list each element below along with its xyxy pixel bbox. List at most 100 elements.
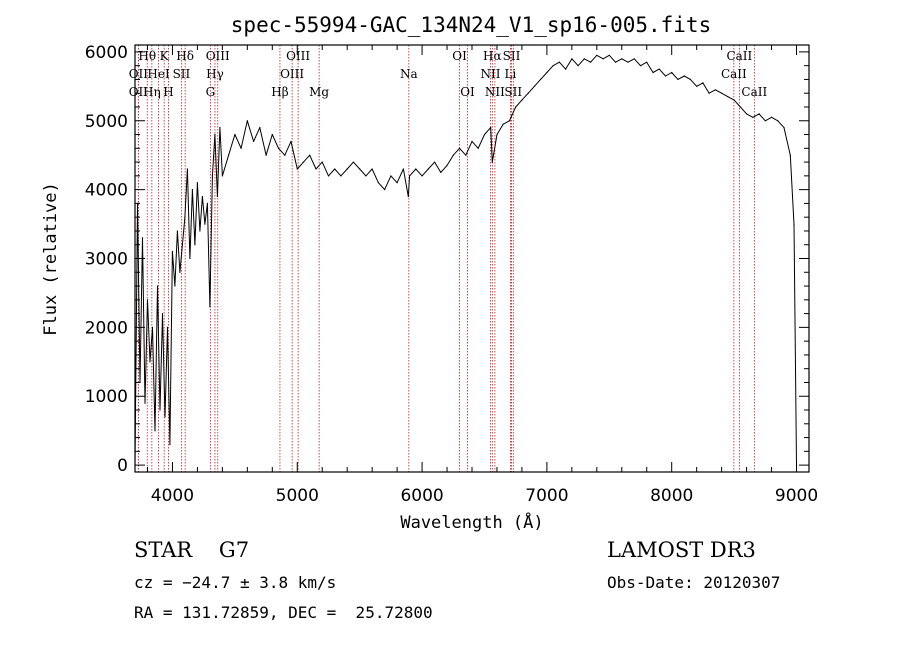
plot-frame <box>134 44 810 473</box>
flux-point <box>639 65 642 67</box>
line-label: OIII <box>280 67 304 81</box>
chart-title: spec-55994-GAC_134N24_V1_sp16-005.fits <box>231 13 711 37</box>
x-tick-label: 5000 <box>276 486 319 506</box>
line-label: G <box>206 85 216 99</box>
flux-point <box>552 65 554 67</box>
flux-point <box>156 285 159 287</box>
flux-series-line <box>134 54 797 466</box>
flux-point <box>752 116 754 118</box>
line-label: Hθ <box>138 49 156 63</box>
flux-point <box>396 182 398 184</box>
flux-point <box>677 78 679 80</box>
flux-point <box>702 82 704 84</box>
y-tick-label: 1000 <box>85 387 128 407</box>
coordinates-label: RA = 131.72859, DEC = 25.72800 <box>134 603 433 622</box>
line-label: OII <box>129 85 149 99</box>
x-tick-label: 8000 <box>650 486 693 506</box>
flux-point <box>540 78 542 80</box>
flux-point <box>658 68 660 70</box>
flux-point <box>171 251 173 253</box>
flux-point <box>409 175 411 177</box>
flux-point <box>764 120 766 122</box>
flux-point <box>253 140 255 142</box>
flux-point <box>240 147 242 149</box>
flux-point <box>169 443 171 446</box>
classification-label: STAR G7 <box>134 538 250 562</box>
flux-point <box>577 65 579 67</box>
y-tick-label: 2000 <box>85 318 128 338</box>
flux-point <box>179 271 181 273</box>
flux-point <box>490 127 492 129</box>
line-label: SII <box>173 67 191 81</box>
line-label: NII <box>485 85 505 99</box>
flux-point <box>334 168 336 170</box>
flux-point <box>211 175 213 177</box>
line-label: CaII <box>726 49 752 63</box>
flux-point <box>390 175 392 177</box>
flux-point <box>502 123 504 125</box>
line-label: H <box>163 85 173 99</box>
flux-point <box>164 416 166 418</box>
flux-point <box>154 430 156 432</box>
flux-point <box>571 58 573 60</box>
flux-point <box>633 58 635 60</box>
flux-point <box>191 189 193 191</box>
flux-point <box>465 154 467 156</box>
y-tick-label: 4000 <box>85 181 128 201</box>
flux-point <box>141 237 144 239</box>
flux-point <box>621 58 623 60</box>
line-label: Hδ <box>176 49 194 63</box>
flux-point <box>777 120 779 122</box>
flux-point <box>402 168 404 170</box>
line-label: SII <box>503 49 521 63</box>
emission-line-markers <box>137 45 755 472</box>
redshift-label: cz = −24.7 ± 3.8 km/s <box>134 573 337 592</box>
flux-point <box>614 61 617 63</box>
line-label: K <box>160 49 170 63</box>
flux-point <box>491 161 493 163</box>
line-label: Hγ <box>206 67 224 81</box>
flux-point <box>415 168 417 170</box>
flux-point <box>608 54 610 56</box>
flux-point <box>377 182 379 184</box>
flux-point <box>714 89 717 91</box>
line-label: CaII <box>741 85 767 99</box>
flux-point <box>627 61 629 63</box>
line-label: NII <box>480 67 500 81</box>
flux-point <box>696 85 698 87</box>
x-axis-ticks: 4000 5000 6000 7000 8000 9000 <box>146 45 818 506</box>
flux-point <box>228 154 230 156</box>
flux-point <box>558 61 561 63</box>
flux-point <box>184 216 186 218</box>
flux-point <box>296 168 298 170</box>
flux-point <box>771 116 773 118</box>
flux-point <box>446 164 448 167</box>
flux-point <box>206 202 208 204</box>
flux-point <box>452 154 454 156</box>
line-label: Na <box>400 67 418 81</box>
flux-point <box>746 113 748 115</box>
flux-point <box>471 140 473 142</box>
flux-point <box>199 230 201 232</box>
flux-point <box>721 92 723 94</box>
flux-point <box>583 58 585 60</box>
flux-point <box>496 133 498 136</box>
flux-point <box>246 120 248 122</box>
x-tick-label: 7000 <box>525 486 568 506</box>
flux-point <box>284 154 286 156</box>
flux-point <box>216 195 218 198</box>
line-label: Li <box>505 67 517 81</box>
flux-point <box>671 71 673 74</box>
flux-point <box>359 168 361 170</box>
line-label: Hβ <box>271 85 288 99</box>
flux-point <box>327 175 330 177</box>
flux-point <box>259 127 261 129</box>
flux-point <box>346 168 348 170</box>
flux-point <box>151 326 154 328</box>
flux-point <box>209 306 211 308</box>
flux-point <box>407 195 409 198</box>
flux-point <box>166 326 169 328</box>
flux-point <box>365 175 367 177</box>
flux-point <box>271 133 273 136</box>
